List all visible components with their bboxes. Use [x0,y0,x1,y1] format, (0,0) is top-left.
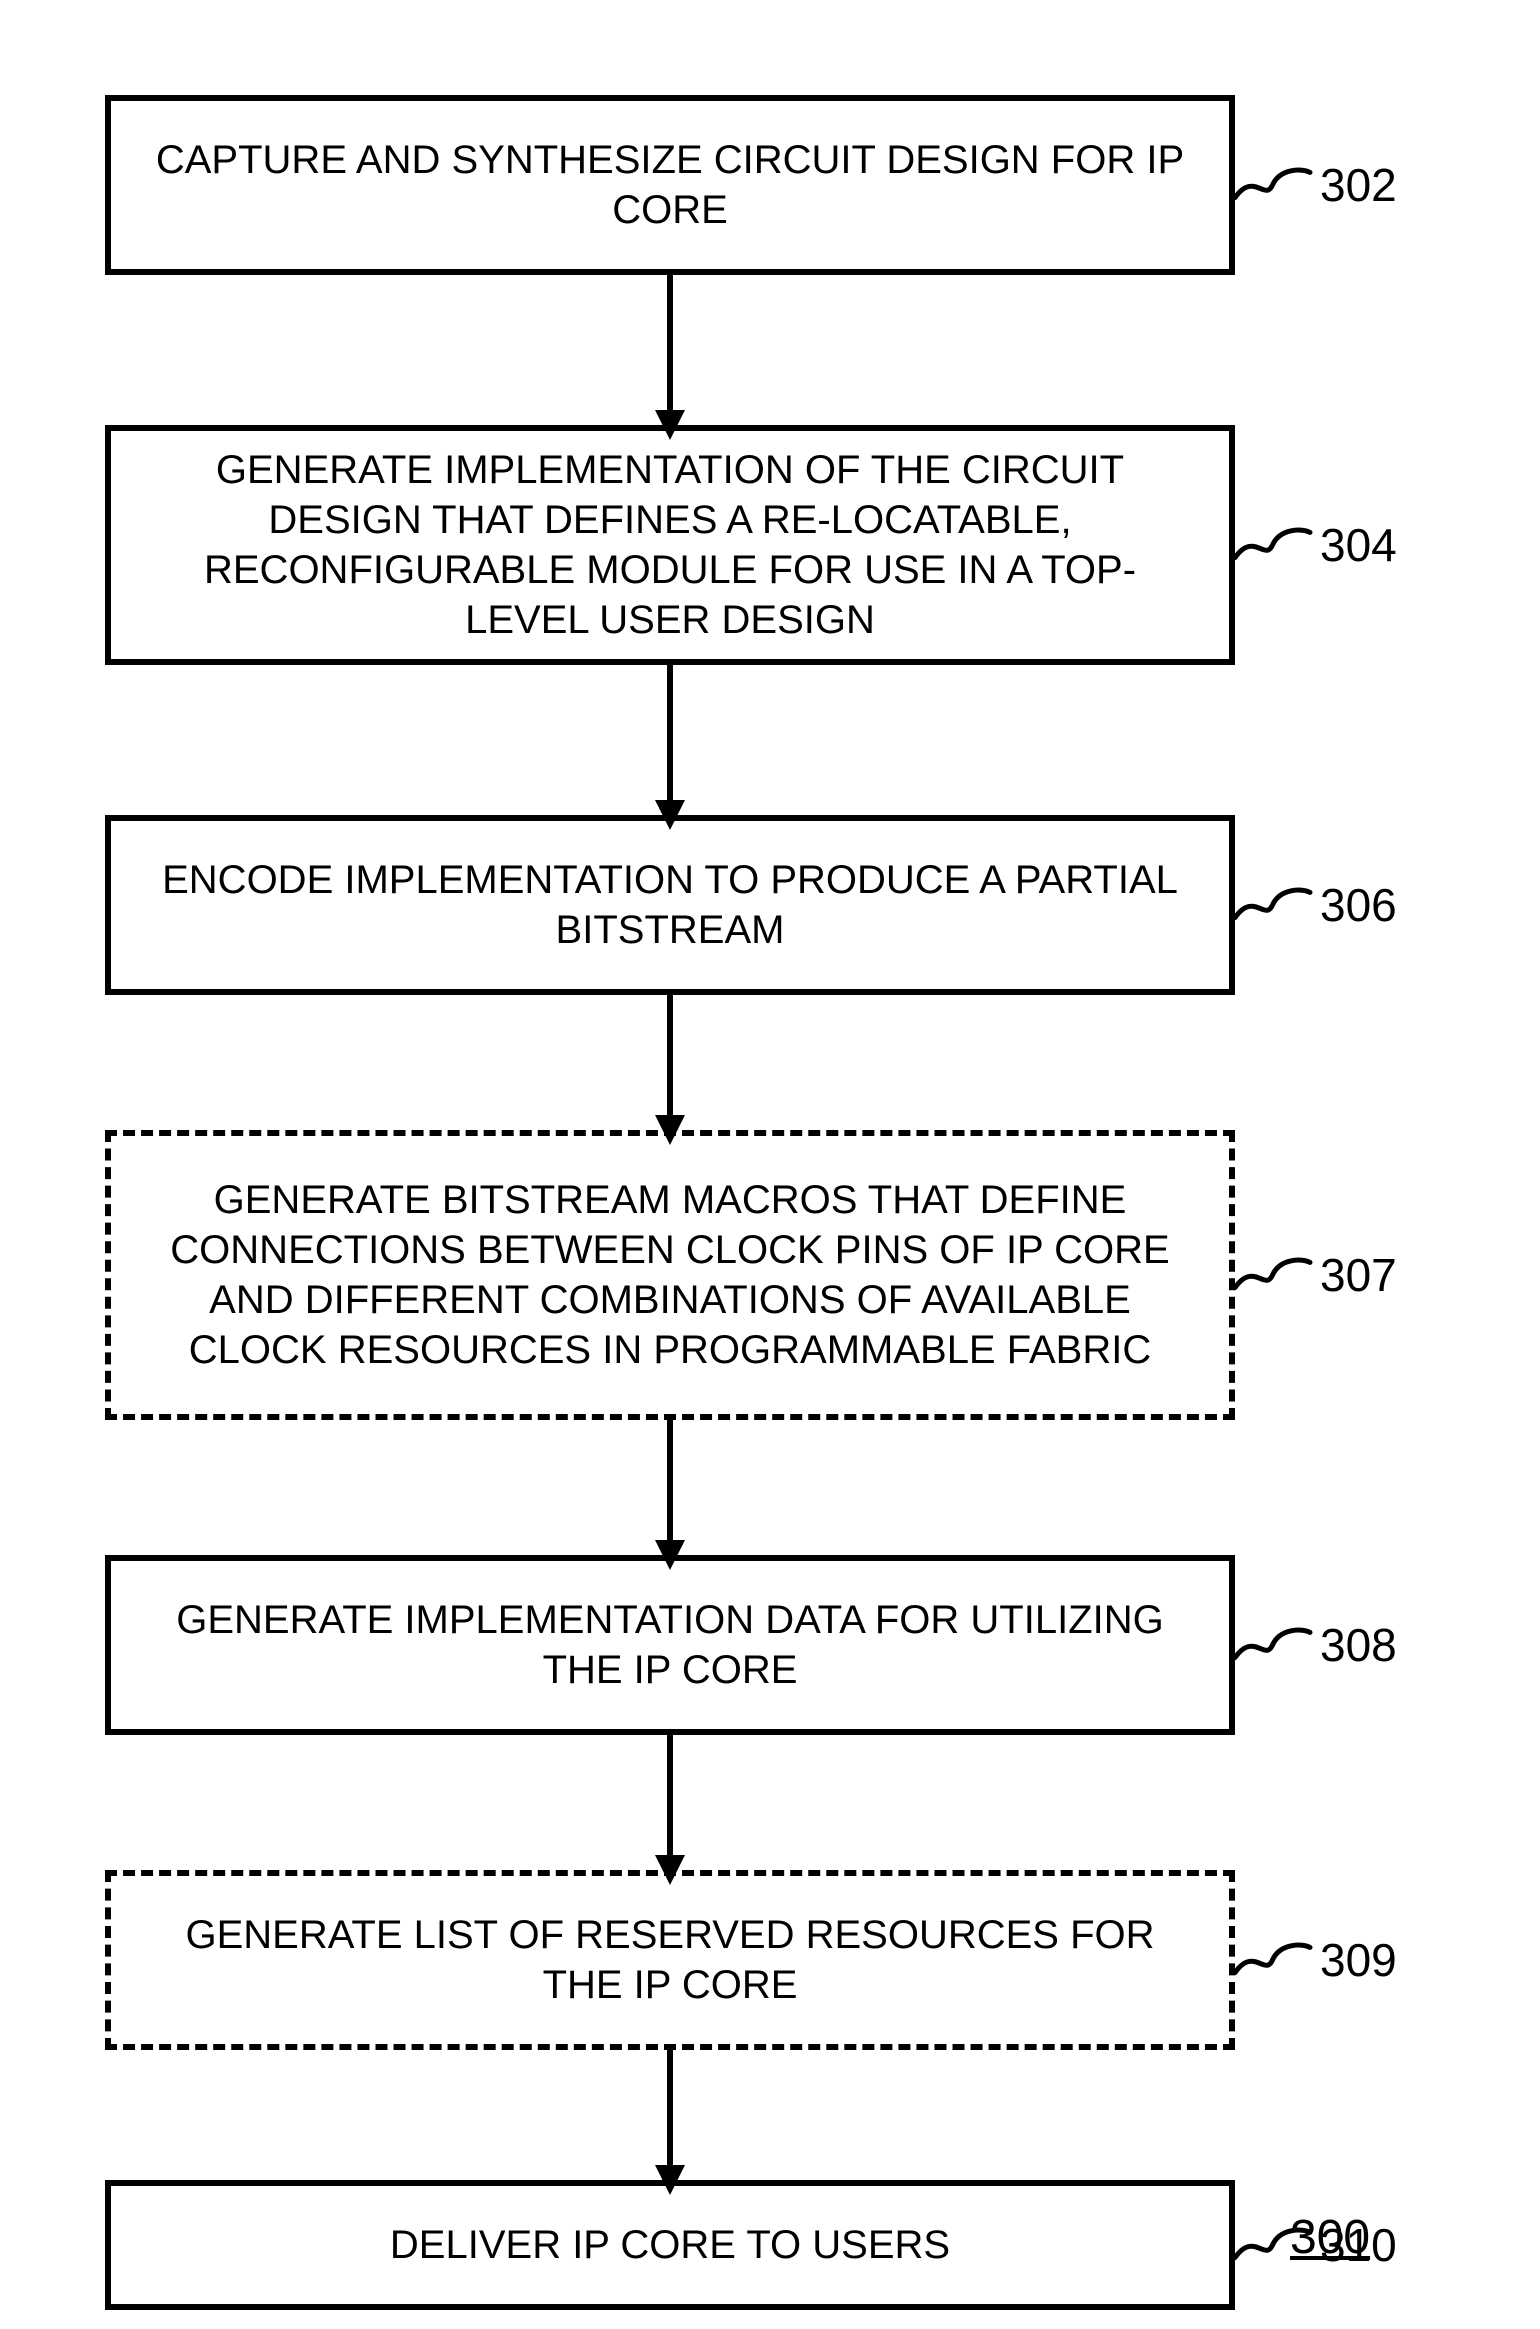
flow-node-304: GENERATE IMPLEMENTATION OF THE CIRCUIT D… [105,425,1235,665]
ref-label-308: 308 [1320,1618,1397,1672]
flow-node-308: GENERATE IMPLEMENTATION DATA FOR UTILIZI… [105,1555,1235,1735]
flow-node-309: GENERATE LIST OF RESERVED RESOURCES FOR … [105,1870,1235,2050]
flow-node-307: GENERATE BITSTREAM MACROS THAT DEFINE CO… [105,1130,1235,1420]
flow-node-302: CAPTURE AND SYNTHESIZE CIRCUIT DESIGN FO… [105,95,1235,275]
flow-node-306: ENCODE IMPLEMENTATION TO PRODUCE A PARTI… [105,815,1235,995]
flow-node-310: DELIVER IP CORE TO USERS [105,2180,1235,2310]
ref-label-304: 304 [1320,518,1397,572]
ref-label-302: 302 [1320,158,1397,212]
ref-label-307: 307 [1320,1248,1397,1302]
ref-label-306: 306 [1320,878,1397,932]
figure-label: 300 [1290,2210,1370,2265]
ref-label-309: 309 [1320,1933,1397,1987]
